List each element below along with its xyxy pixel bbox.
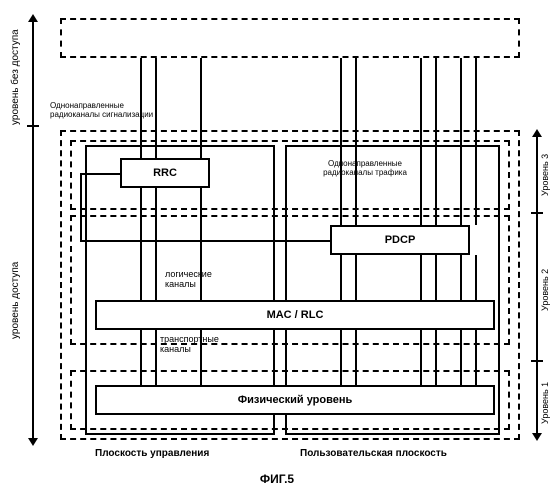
pdcp-mac-v4 (435, 255, 437, 300)
phy-block: Физический уровень (95, 385, 495, 415)
pdcp-mac-v6 (475, 255, 477, 300)
mac-phy-v4 (340, 330, 342, 385)
mac-phy-v1 (140, 330, 142, 385)
signaling-channels-label: Однонаправленныерадиоканалы сигнализации (50, 102, 170, 120)
figure-caption: ФИГ.5 (0, 472, 554, 486)
rrc-left-h (80, 173, 120, 175)
left-axis-tick (27, 125, 39, 127)
rrc-mac-v1 (140, 188, 142, 300)
right-axis-arrow-bottom (532, 433, 542, 441)
pdcp-mac-v1 (340, 255, 342, 300)
pdcp-mac-v5 (460, 255, 462, 300)
traffic-channels-label: Однонаправленныерадиоканалы трафика (310, 160, 420, 178)
left-axis-bottom-label: уровень доступа (10, 200, 21, 400)
right-axis-arrow-top (532, 129, 542, 137)
right-level3-label: Уровень 3 (540, 145, 550, 205)
transport-channels-label: транспортныеканалы (160, 335, 250, 355)
right-axis-tick2 (531, 360, 543, 362)
no-access-dashed-box (60, 18, 520, 58)
mac-phy-v7 (435, 330, 437, 385)
user-plane-label: Пользовательская плоскость (300, 448, 447, 459)
left-axis-arrow-bottom (28, 438, 38, 446)
mac-phy-v5 (355, 330, 357, 385)
right-level1-label: Уровень 1 (540, 375, 550, 430)
diagram-canvas: { "figure": { "caption": "ФИГ.5" }, "lef… (0, 0, 554, 500)
right-axis-tick1 (531, 212, 543, 214)
left-axis-line (32, 20, 34, 440)
mac-phy-v6 (420, 330, 422, 385)
left-axis-arrow-top (28, 14, 38, 22)
right-axis-line (536, 135, 538, 435)
mac-phy-v8 (460, 330, 462, 385)
left-axis-top-label: уровень без доступа (10, 30, 21, 125)
control-plane-label: Плоскость управления (95, 448, 209, 459)
logical-channels-label: логическиеканалы (165, 270, 245, 290)
pdcp-mac-v2 (355, 255, 357, 300)
pdcp-mac-v3 (420, 255, 422, 300)
right-level2-label: Уровень 2 (540, 240, 550, 340)
rrc-mac-v2 (155, 188, 157, 300)
mac-phy-v9 (475, 330, 477, 385)
rrc-to-pdcp-h (80, 240, 330, 242)
macrlc-block: MAC / RLC (95, 300, 495, 330)
rrc-left-v (80, 173, 82, 240)
rrc-block: RRC (120, 158, 210, 188)
mac-phy-v2 (155, 330, 157, 385)
pdcp-block: PDCP (330, 225, 470, 255)
